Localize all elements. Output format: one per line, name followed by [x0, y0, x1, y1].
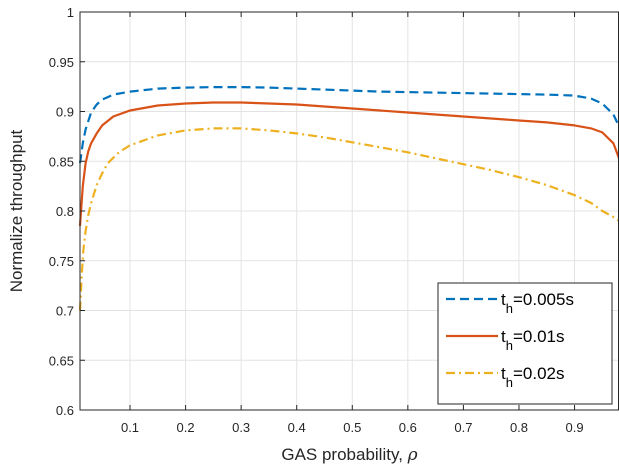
x-tick-label: 0.3 [232, 420, 250, 435]
x-tick-label: 0.2 [177, 420, 195, 435]
x-tick-label: 0.9 [566, 420, 584, 435]
x-axis-label-text: GAS probability, [281, 445, 407, 464]
y-axis-label: Normalize throughput [7, 129, 26, 292]
series-lines [78, 85, 619, 311]
y-tick-label: 0.6 [56, 403, 74, 418]
y-tick-label: 0.7 [56, 304, 74, 319]
x-tick-label: 0.8 [510, 420, 528, 435]
legend-label-subscript: h [506, 338, 513, 353]
axis-ticks: 0.1 0.2 0.3 0.4 0.5 0.6 0.7 0.8 0.9 0.6 0.65 0.7 0.7… [49, 5, 584, 435]
x-tick-label: 0.4 [288, 420, 306, 435]
x-axis-label: GAS probability, ρ [281, 445, 417, 465]
y-tick-label: 0.65 [49, 353, 74, 368]
series-line-2 [78, 101, 619, 226]
legend-label-suffix: =0.005s [513, 290, 574, 309]
legend-label-2: th=0.01s [501, 327, 564, 353]
y-tick-label: 0.8 [56, 204, 74, 219]
legend-label-suffix: =0.01s [513, 327, 565, 346]
y-tick-label: 0.85 [49, 154, 74, 169]
y-tick-label: 0.95 [49, 55, 74, 70]
x-tick-label: 0.1 [121, 420, 139, 435]
x-tick-label: 0.7 [454, 420, 472, 435]
legend-label-prefix: t [501, 290, 506, 309]
legend-label-subscript: h [506, 301, 513, 316]
legend-label-prefix: t [501, 364, 506, 383]
y-tick-label: 0.9 [56, 105, 74, 120]
legend-label-3: th=0.02s [501, 364, 564, 390]
series-line-1 [78, 85, 619, 164]
legend-box [437, 282, 613, 405]
legend-label-subscript: h [506, 375, 513, 390]
series-line-3 [78, 127, 619, 311]
legend-label-prefix: t [501, 327, 506, 346]
y-tick-label: 1 [67, 5, 74, 20]
x-axis-label-symbol: ρ [407, 445, 418, 465]
legend-label-suffix: =0.02s [513, 364, 565, 383]
legend-label-1: th=0.005s [501, 290, 574, 316]
x-tick-label: 0.6 [399, 420, 417, 435]
y-tick-label: 0.75 [49, 254, 74, 269]
x-tick-label: 0.5 [343, 420, 361, 435]
